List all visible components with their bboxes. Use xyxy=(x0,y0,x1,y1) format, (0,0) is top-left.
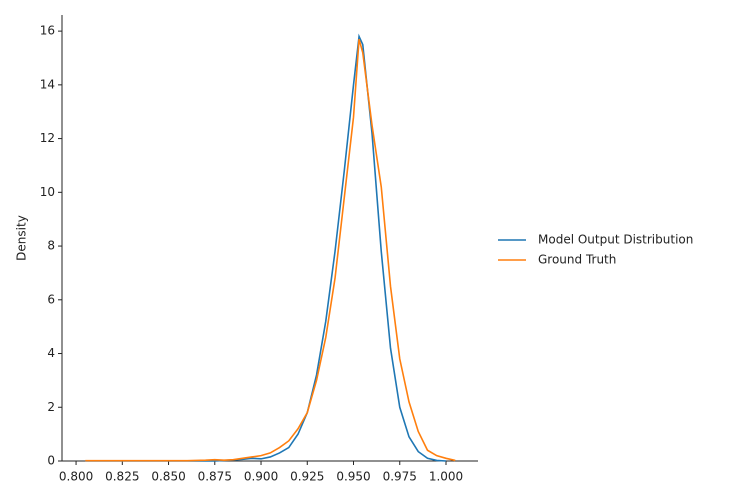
y-tick-label: 12 xyxy=(40,131,55,145)
y-axis-label: Density xyxy=(15,215,29,261)
y-tick-label: 0 xyxy=(47,454,55,468)
x-tick-label: 0.925 xyxy=(290,470,324,484)
x-tick-label: 0.850 xyxy=(151,470,185,484)
x-tick-label: 0.950 xyxy=(336,470,370,484)
y-tick-label: 14 xyxy=(40,77,55,91)
x-tick-label: 0.975 xyxy=(383,470,417,484)
x-tick-label: 0.825 xyxy=(105,470,139,484)
series-line xyxy=(85,38,456,462)
y-tick-label: 8 xyxy=(47,239,55,253)
y-tick-label: 16 xyxy=(40,24,55,38)
legend-label: Ground Truth xyxy=(538,253,616,267)
x-tick-label: 0.875 xyxy=(198,470,232,484)
legend-label: Model Output Distribution xyxy=(538,233,693,247)
y-tick-label: 4 xyxy=(47,346,55,360)
x-tick-label: 0.800 xyxy=(59,470,93,484)
x-tick-label: 0.900 xyxy=(244,470,278,484)
y-tick-label: 6 xyxy=(47,292,55,306)
y-tick-label: 10 xyxy=(40,185,55,199)
x-tick-label: 1.000 xyxy=(429,470,463,484)
y-tick-label: 2 xyxy=(47,400,55,414)
series-line xyxy=(85,33,447,462)
